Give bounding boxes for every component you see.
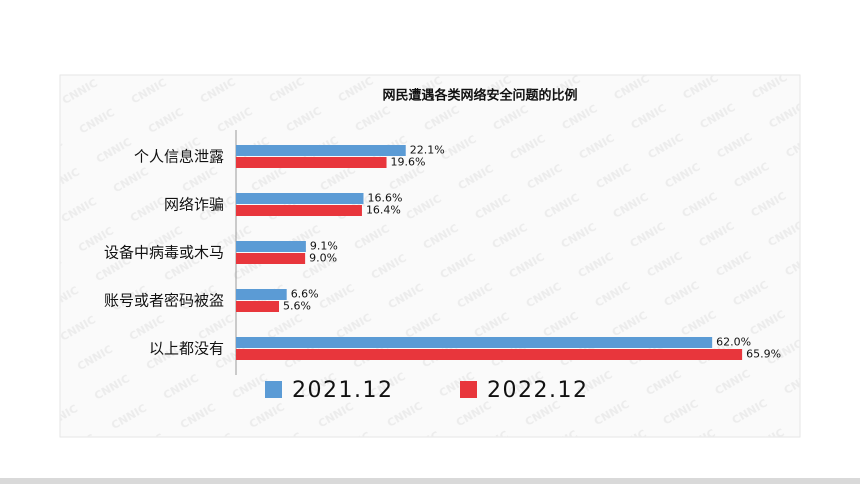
watermark bbox=[60, 75, 800, 437]
bar bbox=[236, 349, 743, 360]
legend-swatch bbox=[460, 381, 477, 398]
legend-label: 2021.12 bbox=[292, 378, 393, 403]
bar bbox=[236, 193, 364, 204]
data-label: 9.1% bbox=[310, 240, 338, 253]
bar bbox=[236, 337, 713, 348]
data-label: 16.6% bbox=[367, 192, 402, 205]
data-label: 19.6% bbox=[391, 156, 426, 169]
chart-title: 网民遭遇各类网络安全问题的比例 bbox=[382, 88, 577, 104]
y-tick-label: 以上都没有 bbox=[149, 340, 224, 358]
data-label: 9.0% bbox=[309, 252, 337, 265]
data-label: 65.9% bbox=[746, 348, 781, 361]
y-tick-label: 账号或者密码被盗 bbox=[104, 292, 224, 310]
bar bbox=[236, 145, 406, 156]
footer-bar bbox=[0, 478, 860, 484]
bar bbox=[236, 157, 387, 168]
legend-label: 2022.12 bbox=[487, 378, 588, 403]
legend-swatch bbox=[265, 381, 282, 398]
y-tick-label: 个人信息泄露 bbox=[134, 148, 224, 166]
bar bbox=[236, 289, 287, 300]
y-tick-label: 网络诈骗 bbox=[164, 196, 224, 214]
data-label: 62.0% bbox=[716, 336, 751, 349]
bar bbox=[236, 301, 280, 312]
data-label: 16.4% bbox=[366, 204, 401, 217]
data-label: 6.6% bbox=[291, 288, 319, 301]
bar bbox=[236, 205, 362, 216]
data-label: 5.6% bbox=[283, 300, 311, 313]
bar bbox=[236, 241, 306, 252]
bar bbox=[236, 253, 306, 264]
y-tick-label: 设备中病毒或木马 bbox=[104, 244, 224, 262]
data-label: 22.1% bbox=[410, 144, 445, 157]
